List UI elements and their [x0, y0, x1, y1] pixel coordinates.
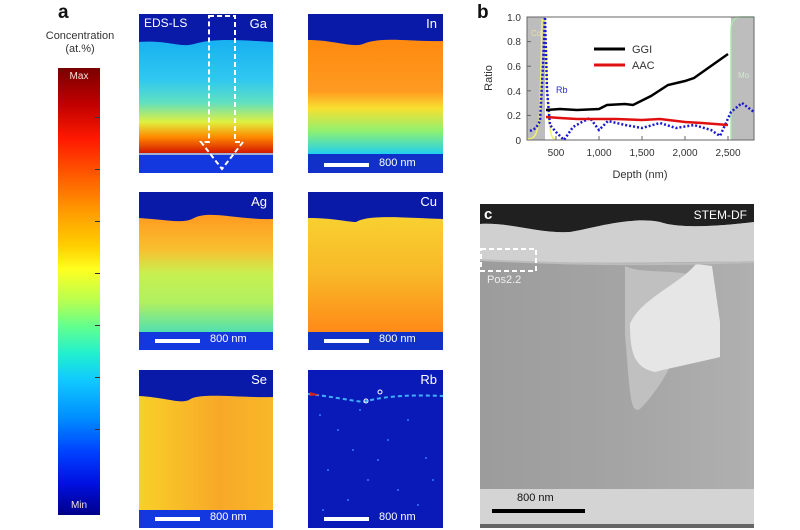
pos-roi-label: Pos2.2 — [487, 274, 522, 286]
svg-text:0.4: 0.4 — [507, 87, 521, 98]
scale-bar-label: 800 nm — [379, 333, 416, 345]
colorbar-title: Concentration (at.%) — [20, 30, 140, 56]
svg-text:Ratio: Ratio — [483, 65, 495, 91]
colorbar-tick — [95, 377, 100, 378]
svg-text:0.2: 0.2 — [507, 111, 521, 122]
scale-bar-label: 800 nm — [210, 511, 247, 523]
map-se: Se 800 nm — [139, 370, 273, 528]
scale-bar — [155, 517, 200, 521]
colorbar-tick — [95, 221, 100, 222]
scale-bar — [324, 339, 369, 343]
element-label-in: In — [426, 16, 437, 31]
panel-b-letter: b — [477, 2, 489, 23]
element-label-rb: Rb — [420, 372, 437, 387]
svg-text:500: 500 — [548, 148, 565, 159]
svg-text:0.8: 0.8 — [507, 37, 521, 48]
svg-text:Rb: Rb — [556, 85, 568, 95]
scale-bar-label: 800 nm — [517, 492, 554, 504]
svg-text:0.6: 0.6 — [507, 62, 521, 73]
scale-bar-label: 800 nm — [210, 333, 247, 345]
colorbar-title-line1: Concentration — [45, 30, 115, 42]
svg-text:1.0: 1.0 — [507, 13, 521, 24]
scale-bar — [324, 163, 369, 167]
panel-c-letter: c — [484, 206, 493, 223]
scale-bar — [155, 339, 200, 343]
map-ga: EDS-LS Ga — [139, 14, 273, 173]
concentration-colorbar: Max Min — [58, 68, 100, 515]
element-label-se: Se — [251, 372, 267, 387]
stem-df-label: STEM-DF — [693, 208, 747, 222]
stem-df-image: c STEM-DF Pos2.2 800 nm — [480, 204, 754, 528]
svg-text:2,500: 2,500 — [715, 148, 740, 159]
element-label-cu: Cu — [420, 194, 437, 209]
panel-a-letter: a — [58, 2, 69, 23]
map-rb: Rb 800 nm — [308, 370, 443, 528]
colorbar-min-label: Min — [70, 500, 88, 511]
element-label-ag: Ag — [251, 194, 267, 209]
colorbar-tick — [95, 429, 100, 430]
svg-text:Cd: Cd — [531, 29, 541, 38]
colorbar-tick — [95, 325, 100, 326]
svg-text:Mo: Mo — [738, 71, 750, 80]
map-ag: Ag 800 nm — [139, 192, 273, 350]
colorbar-tick — [95, 169, 100, 170]
svg-text:2,000: 2,000 — [672, 148, 697, 159]
map-cu: Cu 800 nm — [308, 192, 443, 350]
scale-bar-label: 800 nm — [379, 511, 416, 523]
colorbar-tick — [95, 117, 100, 118]
scale-bar — [324, 517, 369, 521]
scale-bar-label: 800 nm — [379, 157, 416, 169]
eds-ls-label: EDS-LS — [144, 16, 188, 30]
colorbar-title-line2: (at.%) — [65, 43, 95, 55]
svg-text:AAC: AAC — [632, 60, 655, 72]
svg-text:0: 0 — [515, 136, 521, 147]
ratio-depth-chart: Cd Mo 1.0 0.8 0.6 0.4 0.2 0 500 1,000 1,500 2,… — [470, 0, 800, 190]
svg-text:GGI: GGI — [632, 44, 652, 56]
mo-region — [731, 17, 754, 140]
colorbar-max-label: Max — [69, 71, 89, 82]
svg-text:1,500: 1,500 — [629, 148, 654, 159]
svg-text:1,000: 1,000 — [586, 148, 611, 159]
colorbar-tick — [95, 273, 100, 274]
map-in: In 800 nm — [308, 14, 443, 173]
element-label-ga: Ga — [249, 16, 267, 31]
svg-text:Depth (nm): Depth (nm) — [612, 169, 667, 181]
